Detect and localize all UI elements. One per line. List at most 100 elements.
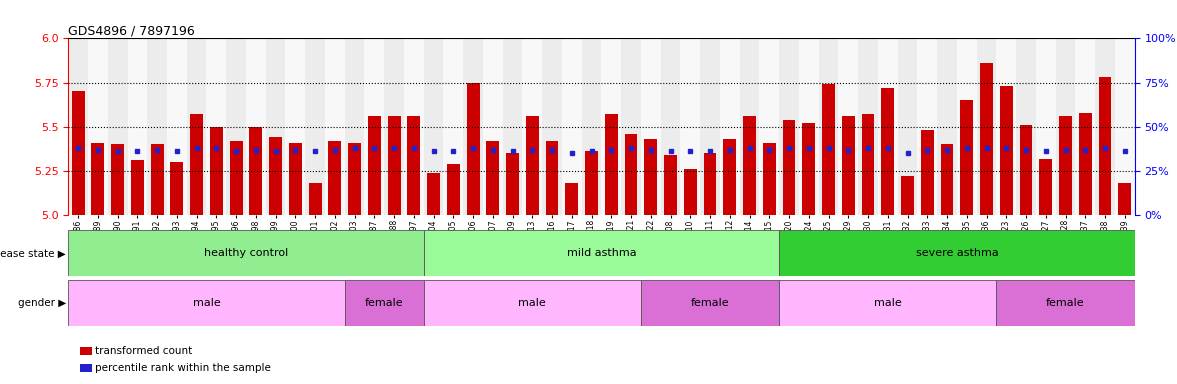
Bar — [684, 169, 697, 215]
Bar — [546, 141, 559, 215]
Bar — [151, 144, 164, 215]
Text: female: female — [1046, 298, 1085, 308]
Bar — [862, 114, 875, 215]
Bar — [108, 38, 127, 215]
Bar — [783, 120, 796, 215]
Bar — [427, 173, 440, 215]
Bar — [999, 86, 1012, 215]
Bar — [187, 38, 206, 215]
Bar — [581, 38, 601, 215]
Bar — [902, 176, 915, 215]
FancyBboxPatch shape — [997, 280, 1135, 326]
Text: GDS4896 / 7897196: GDS4896 / 7897196 — [68, 24, 195, 37]
Bar — [920, 130, 933, 215]
Bar — [1016, 38, 1036, 215]
Bar — [565, 183, 578, 215]
Text: male: male — [518, 298, 546, 308]
Bar — [842, 116, 855, 215]
Bar — [404, 38, 424, 215]
FancyBboxPatch shape — [68, 230, 424, 276]
Bar — [1095, 38, 1115, 215]
Bar — [483, 38, 503, 215]
Bar — [898, 38, 917, 215]
Bar — [384, 38, 404, 215]
Bar — [585, 151, 598, 215]
Bar — [270, 137, 282, 215]
Text: healthy control: healthy control — [204, 248, 288, 258]
Bar — [605, 114, 618, 215]
Text: female: female — [691, 298, 730, 308]
Bar — [779, 38, 799, 215]
Bar — [111, 144, 124, 215]
Bar — [940, 144, 953, 215]
Bar — [803, 123, 816, 215]
Bar — [1079, 113, 1092, 215]
Bar — [407, 116, 420, 215]
FancyBboxPatch shape — [345, 280, 424, 326]
Bar — [1036, 38, 1056, 215]
Bar — [486, 141, 499, 215]
Bar — [1118, 183, 1131, 215]
FancyBboxPatch shape — [779, 230, 1135, 276]
Bar — [503, 38, 523, 215]
Bar — [882, 88, 895, 215]
Bar — [464, 38, 483, 215]
Bar — [171, 162, 184, 215]
Bar — [641, 38, 660, 215]
Bar — [246, 38, 266, 215]
Bar — [444, 38, 464, 215]
Bar — [506, 153, 519, 215]
Bar — [937, 38, 957, 215]
Bar — [957, 38, 977, 215]
Bar — [759, 38, 779, 215]
Bar — [387, 116, 400, 215]
Bar — [345, 38, 365, 215]
Bar — [822, 84, 834, 215]
Bar — [447, 164, 460, 215]
Bar — [1115, 38, 1135, 215]
Text: transformed count: transformed count — [95, 346, 193, 356]
Bar — [720, 38, 739, 215]
Text: percentile rank within the sample: percentile rank within the sample — [95, 363, 271, 373]
Bar — [72, 91, 85, 215]
Bar — [288, 142, 301, 215]
Bar — [819, 38, 838, 215]
Bar — [526, 116, 539, 215]
Bar — [365, 38, 384, 215]
Text: disease state ▶: disease state ▶ — [0, 248, 66, 258]
FancyBboxPatch shape — [424, 280, 641, 326]
Bar — [625, 134, 638, 215]
Bar — [739, 38, 759, 215]
Bar — [88, 38, 108, 215]
Bar — [1098, 77, 1111, 215]
Bar — [644, 139, 657, 215]
Bar — [704, 153, 717, 215]
FancyBboxPatch shape — [424, 230, 779, 276]
Bar — [131, 160, 144, 215]
Text: female: female — [365, 298, 404, 308]
Bar — [1076, 38, 1095, 215]
Bar — [724, 139, 737, 215]
Bar — [858, 38, 878, 215]
Text: severe asthma: severe asthma — [916, 248, 998, 258]
Bar — [997, 38, 1016, 215]
Bar — [68, 38, 88, 215]
Bar — [621, 38, 641, 215]
FancyBboxPatch shape — [779, 280, 997, 326]
Bar — [328, 141, 341, 215]
Bar — [92, 142, 105, 215]
Text: male: male — [873, 298, 902, 308]
Text: gender ▶: gender ▶ — [18, 298, 66, 308]
Text: male: male — [193, 298, 220, 308]
Bar — [250, 127, 262, 215]
Bar — [191, 114, 204, 215]
Bar — [878, 38, 898, 215]
Bar — [799, 38, 819, 215]
Bar — [230, 141, 242, 215]
Text: mild asthma: mild asthma — [566, 248, 637, 258]
Bar — [838, 38, 858, 215]
Bar — [226, 38, 246, 215]
Bar — [1019, 125, 1032, 215]
Bar — [167, 38, 187, 215]
Bar — [368, 116, 381, 215]
